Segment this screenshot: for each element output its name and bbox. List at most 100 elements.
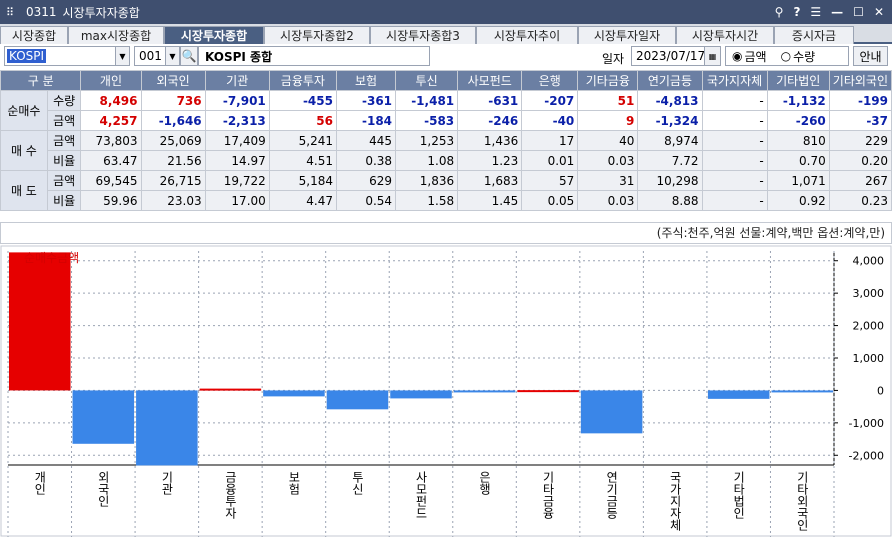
x-tick-label: 투신 xyxy=(350,471,364,495)
y-tick-label: 2,000 xyxy=(853,320,885,333)
column-header[interactable]: 기타법인 xyxy=(766,70,830,91)
calendar-icon[interactable]: ▦ xyxy=(704,47,720,65)
pin-icon[interactable]: ⚲ xyxy=(774,5,784,19)
table-cell: 4,257 xyxy=(80,110,142,131)
table-cell: 63.47 xyxy=(80,150,142,171)
market-select[interactable]: KOSPI ▼ xyxy=(4,46,130,66)
table-row: 비율 63.47 21.56 14.97 4.51 0.38 1.08 1.23 0.01 0.0… xyxy=(1,150,892,171)
table-cell: 59.96 xyxy=(80,190,142,211)
bar xyxy=(136,390,198,466)
bar xyxy=(9,252,71,391)
table-cell: -199 xyxy=(828,90,892,111)
maximize-icon[interactable]: ☐ xyxy=(853,5,864,19)
x-tick-label: 기타외국인 xyxy=(795,471,809,531)
date-input[interactable]: 2023/07/17 ▦ xyxy=(631,46,721,66)
code-select[interactable]: 001 ▼ xyxy=(134,46,180,66)
column-header[interactable]: 사모펀드 xyxy=(457,70,523,91)
table-cell: -455 xyxy=(268,90,337,111)
column-header[interactable]: 기관 xyxy=(204,70,270,91)
table-cell: 0.03 xyxy=(577,190,639,211)
bar xyxy=(390,390,452,399)
column-header[interactable]: 연기금등 xyxy=(637,70,703,91)
tab-0[interactable]: 시장종합 xyxy=(0,26,68,44)
column-header[interactable]: 투신 xyxy=(395,70,459,91)
table-cell: 1.08 xyxy=(395,150,459,171)
table-cell: -37 xyxy=(828,110,892,131)
column-header[interactable]: 외국인 xyxy=(140,70,206,91)
table-cell: 9 xyxy=(577,110,639,131)
column-header[interactable]: 기타외국인 xyxy=(828,70,892,91)
tab-1[interactable]: max시장종합 xyxy=(68,26,164,44)
tab-6[interactable]: 시장투자일자 xyxy=(578,26,676,44)
guide-button[interactable]: 안내 xyxy=(853,46,888,66)
radio-amount-icon[interactable]: ◉ xyxy=(732,49,743,63)
table-cell: -631 xyxy=(457,90,523,111)
column-header[interactable]: 국가지자체 xyxy=(701,70,768,91)
app-menu-icon[interactable]: ⠿ xyxy=(6,5,15,19)
radio-qty-label[interactable]: 수량 xyxy=(793,49,816,64)
tab-3[interactable]: 시장투자종합2 xyxy=(264,26,370,44)
column-header[interactable]: 기타금융 xyxy=(577,70,639,91)
tab-4[interactable]: 시장투자종합3 xyxy=(370,26,476,44)
x-tick-label: 외국인 xyxy=(96,471,110,507)
legend-label: 순매수금액 xyxy=(24,251,79,265)
x-tick-label: 기타금융 xyxy=(541,471,555,519)
chevron-down-icon[interactable]: ▼ xyxy=(165,47,179,65)
minimize-icon[interactable]: — xyxy=(831,5,844,19)
search-button[interactable]: 🔍 xyxy=(180,46,198,66)
table-cell: 1.58 xyxy=(395,190,459,211)
table-cell: -1,324 xyxy=(637,110,703,131)
table-cell: 26,715 xyxy=(140,170,206,191)
table-cell: 73,803 xyxy=(80,130,142,151)
table-row: 매 수 금액 73,803 25,069 17,409 5,241 445 1,253 1,43… xyxy=(0,130,892,171)
table-cell: -2,313 xyxy=(204,110,270,131)
column-header[interactable]: 은행 xyxy=(521,70,579,91)
tab-5[interactable]: 시장투자추이 xyxy=(476,26,578,44)
chevron-down-icon[interactable]: ▼ xyxy=(115,47,129,65)
table-cell: -1,132 xyxy=(766,90,830,111)
table-cell: -184 xyxy=(335,110,397,131)
tab-2[interactable]: 시장투자종합 xyxy=(164,26,264,44)
table-cell: - xyxy=(701,90,768,111)
table-cell: 1,071 xyxy=(766,170,830,191)
window-code: 0311 xyxy=(26,5,57,19)
row-label: 금액 xyxy=(46,130,82,151)
column-header[interactable]: 금융투자 xyxy=(268,70,337,91)
query-toolbar: KOSPI ▼ 001 ▼ 🔍 KOSPI 종합 일자 2023/07/17 ▦… xyxy=(0,46,892,68)
radio-amount-label[interactable]: 금액 xyxy=(744,49,767,64)
row-label: 비율 xyxy=(46,190,82,211)
table-cell: 629 xyxy=(335,170,397,191)
tab-7[interactable]: 시장투자시간 xyxy=(676,26,774,44)
y-tick-label: 3,000 xyxy=(853,287,885,300)
market-select-value: KOSPI xyxy=(7,49,47,63)
table-cell: 17.00 xyxy=(204,190,270,211)
table-cell: 0.05 xyxy=(521,190,579,211)
table-cell: 10,298 xyxy=(637,170,703,191)
table-cell: 1.45 xyxy=(457,190,523,211)
table-cell: -260 xyxy=(766,110,830,131)
help-icon[interactable]: ? xyxy=(793,5,801,19)
row-label: 금액 xyxy=(46,110,82,131)
radio-qty-icon[interactable]: ○ xyxy=(780,49,792,63)
header-group: 구 분 xyxy=(0,70,82,91)
column-header[interactable]: 보험 xyxy=(335,70,397,91)
table-row: 매 도 금액 69,545 26,715 19,722 5,184 629 1,836 1,68… xyxy=(0,170,892,211)
table-cell: 14.97 xyxy=(204,150,270,171)
bar xyxy=(517,390,579,393)
table-cell: 23.03 xyxy=(140,190,206,211)
table-cell: - xyxy=(701,170,768,191)
table-cell: 17 xyxy=(521,130,579,151)
close-icon[interactable]: ✕ xyxy=(873,5,884,19)
x-tick-label: 금융투자 xyxy=(223,471,237,519)
table-cell: 25,069 xyxy=(140,130,206,151)
table-cell: 19,722 xyxy=(204,170,270,191)
table-header-row: 구 분 개인 외국인 기관 금융투자 보험 투신 사모펀드 은행 기타금융 연기금등 국가지자체 기타법… xyxy=(0,70,892,91)
table-cell: 21.56 xyxy=(140,150,206,171)
table-cell: 5,184 xyxy=(268,170,337,191)
column-header[interactable]: 개인 xyxy=(80,70,142,91)
table-cell: 8,974 xyxy=(637,130,703,151)
table-cell: 0.70 xyxy=(766,150,830,171)
settings-icon[interactable]: ☰ xyxy=(810,5,822,19)
table-cell: 40 xyxy=(577,130,639,151)
tab-8[interactable]: 증시자금 xyxy=(774,26,854,44)
